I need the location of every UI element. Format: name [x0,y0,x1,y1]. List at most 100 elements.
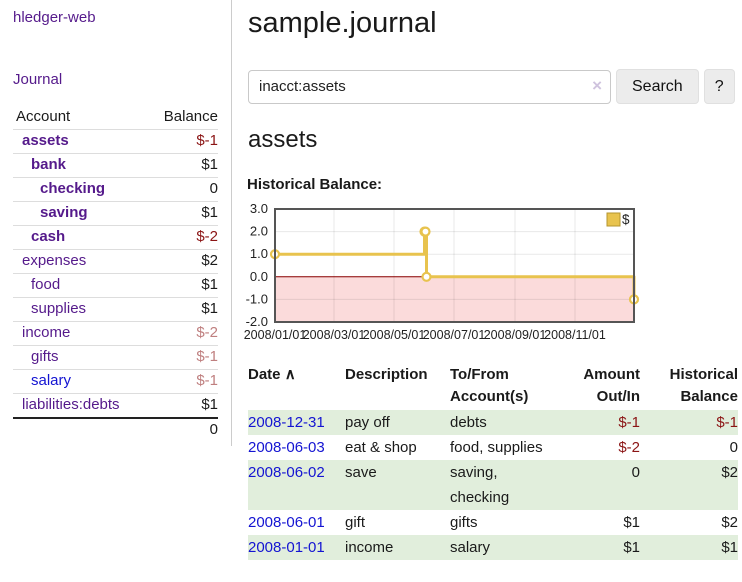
account-name-cell: saving [13,202,149,226]
sidebar: hledger-web Journal Account Balance asse… [0,0,232,446]
register-row: 2008-06-01 gift gifts $1 $2 [248,510,738,535]
register-balance-cell: $2 [721,514,738,531]
register-header-date[interactable]: Date ∧ [248,366,296,383]
register-accounts-cell: gifts [450,514,478,531]
account-row: gifts $-1 [13,345,218,370]
transaction-date-link[interactable]: 2008-01-01 [248,539,325,556]
search-input[interactable] [248,69,611,104]
sort-ascending-icon: ∧ [284,366,296,383]
accounts-total-balance: 0 [209,421,218,438]
data-point-marker[interactable] [421,271,432,282]
account-link-expenses[interactable]: expenses [22,252,87,269]
register-date-cell: 2008-06-02 [248,460,345,510]
account-link-gifts[interactable]: gifts [31,348,59,365]
account-name-cell: assets [13,130,149,154]
register-amount-cell: $1 [623,539,640,556]
account-name-cell: gifts [13,346,149,370]
accounts-header-account: Account [16,108,71,125]
data-point-marker[interactable] [420,226,431,237]
register-balance-cell: $-1 [716,414,738,431]
legend-label: $ [622,212,630,227]
account-balance: $-1 [196,348,218,365]
account-link-saving[interactable]: saving [40,204,88,221]
search-button[interactable]: Search [616,69,699,104]
sidebar-item-journal[interactable]: Journal [13,71,63,88]
account-name-cell: bank [13,154,149,178]
page-title: sample.journal [248,7,437,39]
register-row: 2008-01-01 income salary $1 $1 [248,535,738,560]
register-header-balance: Historical Balance [669,366,738,405]
x-axis-tick: 2008/03/01 [303,328,366,342]
account-name-cell: salary [13,370,149,394]
account-balance: 0 [209,180,218,197]
account-link-income[interactable]: income [22,324,71,341]
account-link-checking[interactable]: checking [40,180,106,197]
x-axis-tick: 2008/01/01 [244,328,307,342]
register-table: Date ∧ Description To/From Account(s) Am… [248,364,738,560]
register-description-cell: save [345,464,377,481]
y-axis-tick: 2.0 [250,224,268,239]
register-amount-cell: $1 [623,514,640,531]
register-accounts-cell: salary [450,539,491,556]
register-description-cell: income [345,539,394,556]
register-amount-cell: $-2 [618,439,640,456]
clear-search-icon[interactable]: × [592,75,602,95]
account-row: assets $-1 [13,129,218,154]
x-axis-tick: 2008/11/01 [544,328,606,342]
search-form: × Search ? [248,69,742,104]
account-link-food[interactable]: food [31,276,61,293]
accounts-table: Account Balance assets $-1 bank $1 checking 0… [13,106,218,442]
account-row: liabilities:debts $1 [13,393,218,419]
register-date-cell: 2008-01-01 [248,535,345,560]
register-description-cell: eat & shop [345,439,417,456]
account-link-salary[interactable]: salary [31,372,72,389]
register-accounts-cell: food, supplies [450,439,543,456]
register-row: 2008-06-03 eat & shop food, supplies $-2 0 [248,435,738,460]
register-date-cell: 2008-12-31 [248,410,345,435]
account-link-supplies[interactable]: supplies [31,300,87,317]
account-name-cell: cash [13,226,149,250]
account-name-cell: income [13,322,149,346]
chart-title: Historical Balance: [247,176,383,193]
account-row: cash $-2 [13,225,218,250]
y-axis-tick: 3.0 [250,201,268,216]
y-axis-tick: 1.0 [250,246,268,261]
register-description-cell: gift [345,514,366,531]
account-row: supplies $1 [13,297,218,322]
x-axis-tick: 2008/05/01 [363,328,426,342]
transaction-date-link[interactable]: 2008-06-02 [248,464,325,481]
help-button[interactable]: ? [703,69,735,104]
legend-swatch [606,212,621,227]
account-link-liabilities-debts[interactable]: liabilities:debts [22,396,120,413]
transaction-date-link[interactable]: 2008-06-01 [248,514,325,531]
register-accounts-cell: saving, checking [450,464,510,506]
historical-balance-chart: 3.0 2.0 1.0 0.0 -1.0 -2.02008/01/012008/03/01… [244,201,640,342]
x-axis-tick: 2008/07/01 [423,328,486,342]
account-name-cell: checking [13,178,149,202]
account-balance: $-2 [196,228,218,245]
transaction-date-link[interactable]: 2008-12-31 [248,414,325,431]
account-name-cell: food [13,274,149,298]
register-accounts-cell: debts [450,414,487,431]
account-name-cell: supplies [13,298,149,322]
app-home-link[interactable]: hledger-web [13,9,96,26]
register-row: 2008-06-02 save saving, checking 0 $2 [248,460,738,510]
transaction-date-link[interactable]: 2008-06-03 [248,439,325,456]
account-balance: $1 [201,276,218,293]
register-amount-cell: $-1 [618,414,640,431]
account-name-cell: liabilities:debts [13,394,149,419]
accounts-total-row: 0 [13,418,218,442]
app-title: hledger-web [13,9,218,26]
account-link-cash[interactable]: cash [31,228,66,245]
account-balance: $-1 [196,372,218,389]
account-row: expenses $2 [13,249,218,274]
account-link-bank[interactable]: bank [31,156,67,173]
account-row: food $1 [13,273,218,298]
main-content: sample.journal × Search ? assets Histori… [244,0,742,560]
account-link-assets[interactable]: assets [22,132,69,149]
accounts-header-balance: Balance [163,108,218,125]
accounts-header-row: Account Balance [13,106,218,130]
account-balance: $1 [201,156,218,173]
account-heading: assets [248,126,318,153]
register-balance-cell: $2 [721,464,738,481]
